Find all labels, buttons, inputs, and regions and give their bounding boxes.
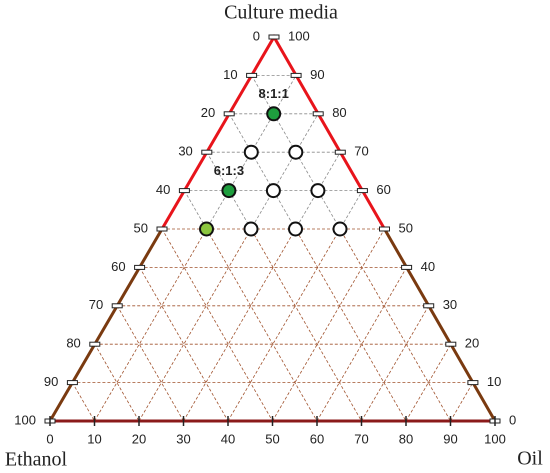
right-tick-label: 60 xyxy=(376,182,390,197)
grid-line xyxy=(272,228,385,422)
point xyxy=(221,183,237,199)
bottom-tick-label: 90 xyxy=(443,431,457,446)
grid-line xyxy=(251,75,451,422)
tick-mark xyxy=(223,111,235,117)
right-tick-label: 30 xyxy=(443,297,457,312)
right-tick-label: 100 xyxy=(288,28,310,43)
grid-line xyxy=(138,113,319,422)
grid-line xyxy=(161,228,273,422)
bottom-tick-label: 100 xyxy=(484,431,506,446)
grid-line xyxy=(139,267,229,422)
bottom-tick-label: 70 xyxy=(354,431,368,446)
bottom-tick-label: 20 xyxy=(132,431,146,446)
right-tick-label: 10 xyxy=(487,374,501,389)
left-tick-label: 30 xyxy=(178,144,192,159)
right-tick-label: 90 xyxy=(310,67,324,82)
point-label: 6:1:3 xyxy=(214,163,244,178)
right-tick-label: 80 xyxy=(332,105,346,120)
vertex-label: Culture media xyxy=(224,2,338,24)
point xyxy=(288,221,303,237)
vertex-label: Oil xyxy=(517,448,543,470)
tick-mark xyxy=(312,111,324,117)
grid-line xyxy=(361,305,430,422)
tick-mark xyxy=(178,188,190,194)
point xyxy=(199,221,214,237)
left-tick-label: 70 xyxy=(89,297,103,312)
vertex-label: Ethanol xyxy=(5,449,68,471)
tick-mark xyxy=(445,341,457,347)
left-tick-label: 50 xyxy=(134,220,148,235)
point xyxy=(243,144,259,160)
tick-mark xyxy=(423,303,435,309)
bottom-tick-label: 50 xyxy=(265,431,279,446)
tick-mark xyxy=(467,380,479,386)
tick-mark xyxy=(201,149,213,155)
point xyxy=(332,221,348,237)
tick-mark xyxy=(379,226,390,232)
tick-mark xyxy=(156,226,168,232)
bottom-tick-label: 60 xyxy=(310,431,324,446)
left-tick-label: 0 xyxy=(253,28,260,43)
bottom-tick-label: 0 xyxy=(46,431,53,446)
left-tick-label: 90 xyxy=(44,374,58,389)
right-tick-label: 0 xyxy=(509,412,516,427)
grid-line xyxy=(72,382,95,422)
tick-mark xyxy=(356,188,368,194)
left-tick-label: 20 xyxy=(201,105,215,120)
tick-mark xyxy=(66,380,78,386)
point xyxy=(266,106,282,122)
tick-mark xyxy=(134,264,146,270)
bottom-tick-label: 40 xyxy=(221,431,235,446)
point xyxy=(310,183,326,199)
grid-line xyxy=(450,382,474,422)
point xyxy=(288,144,304,160)
bottom-tick-label: 30 xyxy=(176,431,190,446)
point xyxy=(265,183,281,199)
tick-mark xyxy=(246,72,258,78)
point xyxy=(243,221,259,237)
tick-mark xyxy=(334,149,346,155)
tick-mark xyxy=(401,264,413,270)
grid-line xyxy=(183,151,341,422)
left-tick-label: 80 xyxy=(66,336,80,351)
bottom-tick-label: 10 xyxy=(87,431,101,446)
tick-mark xyxy=(290,72,302,78)
left-tick-label: 10 xyxy=(223,67,237,82)
point-label: 8:1:1 xyxy=(259,86,289,101)
tick-mark xyxy=(268,34,280,40)
right-tick-label: 50 xyxy=(399,220,413,235)
grid-line xyxy=(116,305,184,422)
grid-line xyxy=(94,75,297,422)
right-tick-label: 20 xyxy=(465,336,479,351)
left-tick-label: 60 xyxy=(111,259,125,274)
bottom-tick-label: 80 xyxy=(399,431,413,446)
tick-mark xyxy=(89,341,101,347)
right-tick-label: 40 xyxy=(421,259,435,274)
left-tick-label: 100 xyxy=(14,412,36,427)
tick-mark xyxy=(111,303,123,309)
left-tick-label: 40 xyxy=(156,182,170,197)
right-tick-label: 70 xyxy=(354,144,368,159)
